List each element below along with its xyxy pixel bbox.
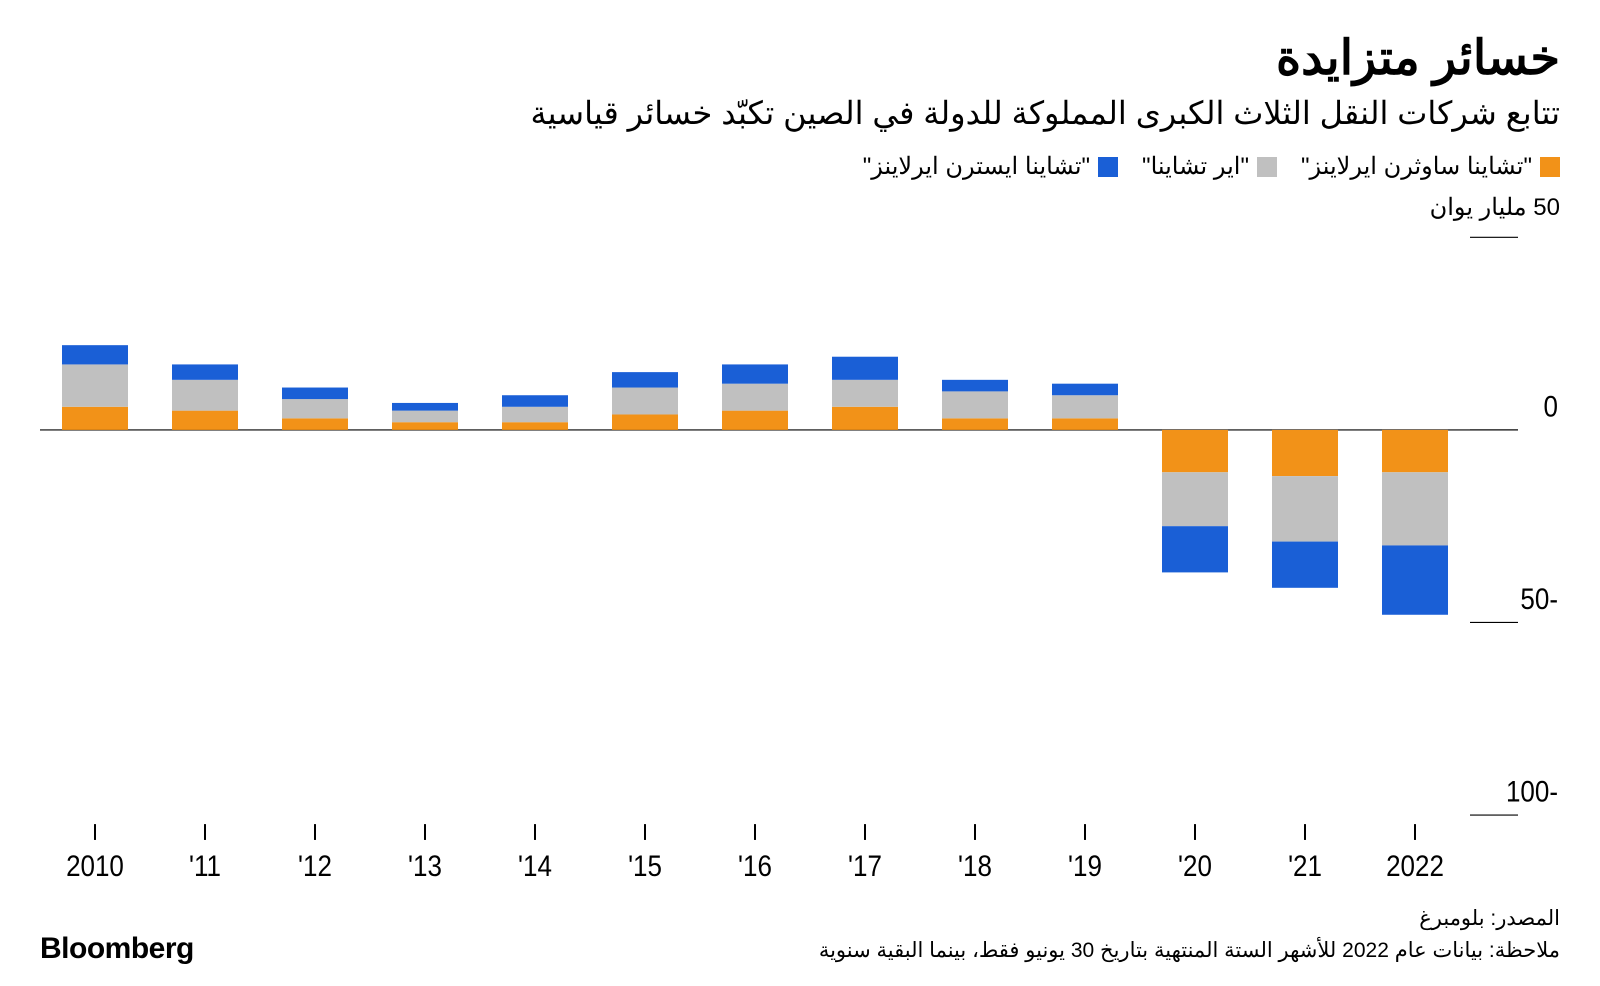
- svg-text:100-: 100-: [1506, 775, 1558, 808]
- svg-text:'19: '19: [1068, 850, 1102, 883]
- legend-item-airchina: "اير تشاينا": [1142, 152, 1277, 181]
- svg-text:'13: '13: [408, 850, 442, 883]
- svg-text:2022: 2022: [1386, 850, 1444, 883]
- svg-text:0: 0: [1544, 390, 1558, 423]
- legend-label: "اير تشاينا": [1142, 152, 1249, 181]
- footer: Bloomberg المصدر: بلومبرغ ملاحظة: بيانات…: [40, 903, 1560, 966]
- chart-title: خسائر متزايدة: [40, 30, 1560, 86]
- svg-text:'12: '12: [298, 850, 332, 883]
- svg-text:'11: '11: [189, 850, 221, 883]
- legend-swatch: [1257, 157, 1277, 177]
- source-text: المصدر: بلومبرغ: [819, 903, 1560, 935]
- svg-text:2010: 2010: [66, 850, 124, 883]
- legend-item-eastern: "تشاينا ايسترن ايرلاينز": [863, 152, 1118, 181]
- note-text: ملاحظة: بيانات عام 2022 للأشهر الستة الم…: [819, 935, 1560, 967]
- legend-swatch: [1540, 157, 1560, 177]
- svg-text:'21: '21: [1288, 850, 1322, 883]
- legend-item-southern: "تشاينا ساوثرن ايرلاينز": [1301, 152, 1560, 181]
- svg-text:'18: '18: [958, 850, 992, 883]
- svg-text:50-: 50-: [1520, 582, 1558, 615]
- svg-text:'15: '15: [628, 850, 662, 883]
- legend-label: "تشاينا ساوثرن ايرلاينز": [1301, 152, 1532, 181]
- bar-chart: 100- 50- 0 2010 '11 '12 '13 '14 '15 '16 '17 '18 '19 '…: [40, 226, 1560, 883]
- bloomberg-logo: Bloomberg: [40, 932, 194, 966]
- svg-text:'17: '17: [848, 850, 882, 883]
- svg-text:'20: '20: [1178, 850, 1212, 883]
- legend-label: "تشاينا ايسترن ايرلاينز": [863, 152, 1090, 181]
- legend: "تشاينا ساوثرن ايرلاينز" "اير تشاينا" "ت…: [40, 152, 1560, 181]
- svg-text:'16: '16: [738, 850, 772, 883]
- y-axis-unit-label: 50 مليار يوان: [40, 193, 1560, 222]
- chart-area: 100- 50- 0 2010 '11 '12 '13 '14 '15 '16 '17 '18 '19 '…: [40, 226, 1560, 883]
- svg-text:'14: '14: [518, 850, 552, 883]
- legend-swatch: [1098, 157, 1118, 177]
- chart-subtitle: تتابع شركات النقل الثلاث الكبرى المملوكة…: [40, 94, 1560, 132]
